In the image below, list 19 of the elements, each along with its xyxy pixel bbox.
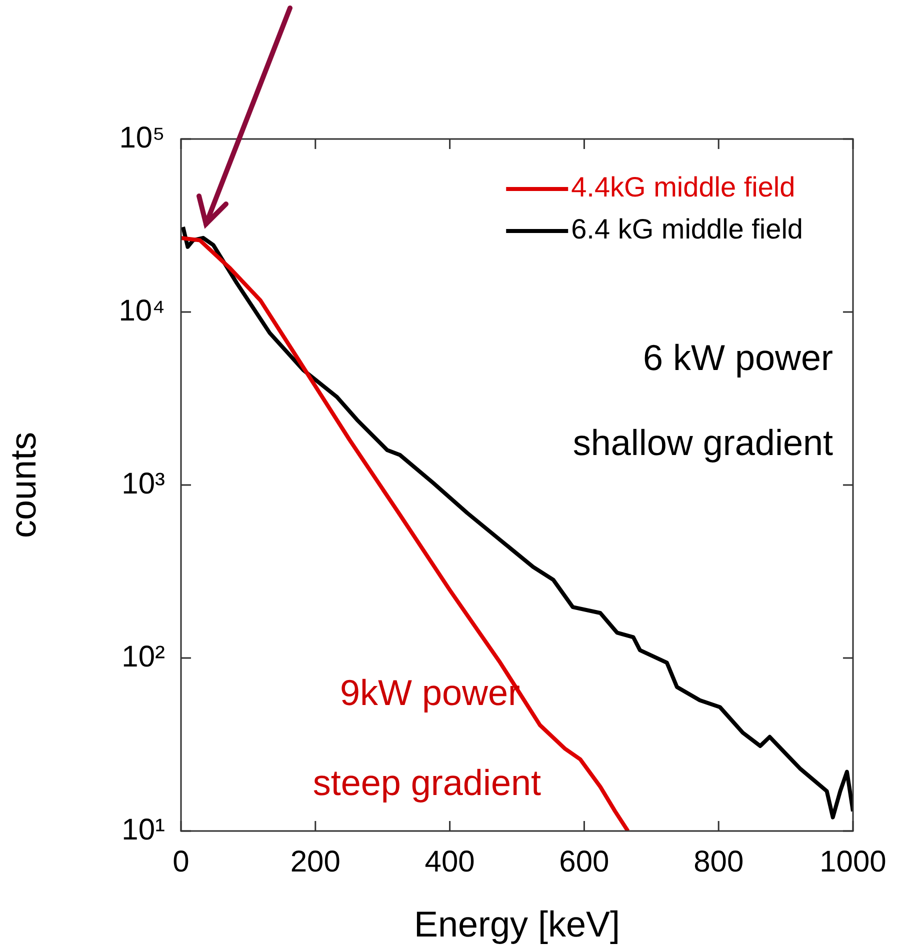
y-axis-title: counts	[2, 432, 44, 538]
x-tick-label: 1000	[820, 845, 886, 878]
x-tick-label: 600	[559, 845, 610, 878]
x-tick-label: 400	[424, 845, 475, 878]
y-tick-label: 10³	[122, 467, 166, 500]
legend-label: 4.4kG middle field	[571, 172, 796, 203]
legend-label: 6.4 kG middle field	[571, 214, 803, 245]
x-tick-label: 200	[290, 845, 340, 878]
annotation: shallow gradient	[572, 422, 833, 463]
y-tick-label: 10²	[122, 640, 166, 674]
y-tick-label: 10⁴	[118, 294, 165, 328]
x-axis-title: Energy [keV]	[414, 903, 620, 944]
annotation: 9kW power	[340, 672, 520, 713]
x-tick-label: 0	[172, 845, 190, 878]
y-tick-label: 10⁵	[119, 121, 165, 154]
y-tick-label: 10¹	[122, 813, 166, 846]
annotation: 6 kW power	[642, 336, 834, 378]
annotation: steep gradient	[312, 762, 541, 803]
x-tick-label: 800	[694, 845, 744, 878]
